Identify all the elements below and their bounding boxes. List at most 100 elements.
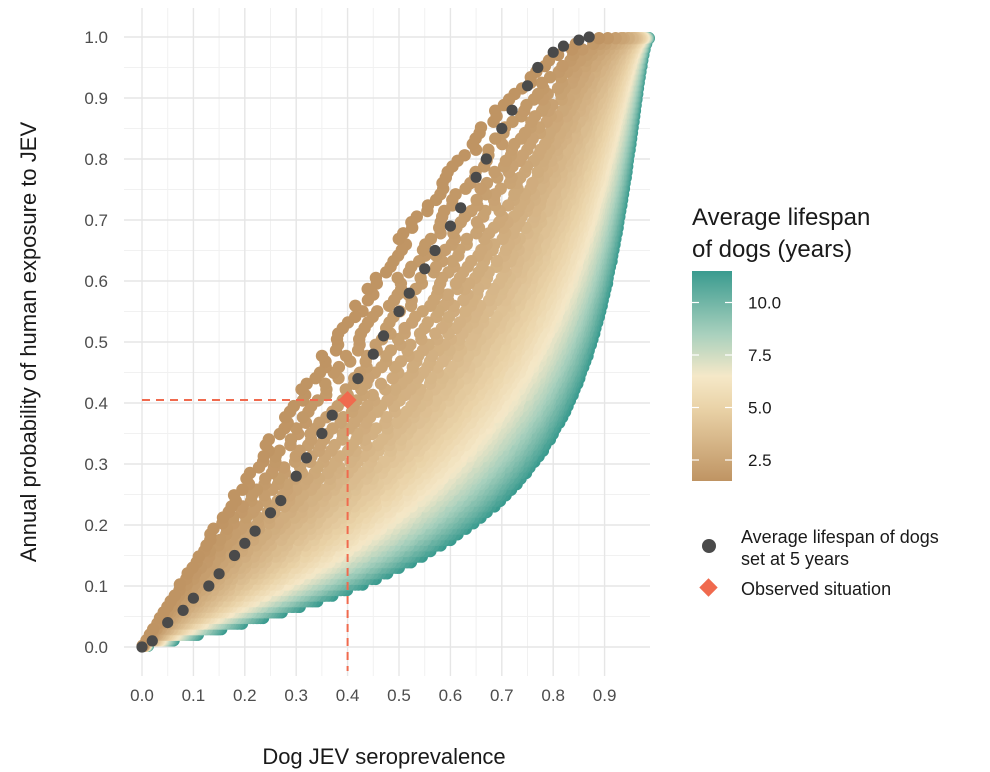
cloud-point <box>388 360 402 374</box>
x-tick-label: 0.5 <box>387 686 411 705</box>
cloud-point <box>380 349 393 363</box>
cloud-point <box>488 188 502 201</box>
cloud-point <box>361 282 374 296</box>
x-tick-label: 0.9 <box>593 686 617 705</box>
cloud-point <box>361 316 375 329</box>
cloud-point <box>319 377 332 390</box>
series-5yr-point <box>275 495 287 507</box>
cloud-point <box>421 199 435 212</box>
cloud-point <box>442 310 456 324</box>
cloud-point <box>490 255 504 268</box>
series-5yr-point <box>136 641 148 653</box>
cloud-point <box>411 349 425 363</box>
cloud-point <box>252 461 266 474</box>
legend-label-5yr-line1: Average lifespan of dogs <box>741 527 939 547</box>
y-tick-label: 0.5 <box>84 333 108 352</box>
cloud-point <box>370 422 383 435</box>
x-tick-label: 0.6 <box>439 686 463 705</box>
x-axis-ticks: 0.0 0.1 0.2 0.3 0.4 0.5 0.6 0.7 0.8 0.9 <box>130 686 616 705</box>
series-5yr-point <box>496 122 508 135</box>
cloud-point <box>259 472 272 485</box>
series-5yr-point <box>326 409 338 421</box>
cloud-point <box>389 383 402 396</box>
cloud-point <box>460 232 473 246</box>
cloud-point <box>526 176 539 190</box>
x-tick-label: 0.8 <box>541 686 565 705</box>
cloud-point <box>398 321 411 335</box>
cloud-point <box>441 165 454 179</box>
cloud-point <box>395 243 408 257</box>
cloud-point <box>531 165 544 179</box>
cloud-point <box>531 87 545 101</box>
legend-label-observed: Observed situation <box>741 579 891 599</box>
cloud-point <box>273 427 286 441</box>
cloud-point <box>279 411 292 424</box>
series-5yr-point <box>146 635 158 647</box>
cloud-point <box>474 182 487 195</box>
cloud-point <box>556 59 569 73</box>
series-5yr-point <box>455 202 467 214</box>
series-5yr-point <box>583 31 595 43</box>
observed-reference-lines <box>142 398 349 671</box>
x-tick-label: 0.1 <box>182 686 206 705</box>
cloud-point <box>295 383 308 396</box>
cloud-point <box>419 238 432 251</box>
y-tick-label: 0.3 <box>84 455 108 474</box>
cloud-point <box>225 500 238 513</box>
cloud-point <box>392 232 405 246</box>
cloud-point <box>499 154 513 167</box>
cloud-point <box>315 349 329 363</box>
series-5yr-point <box>506 104 518 116</box>
cloud-point <box>366 388 379 402</box>
cloud-point <box>400 405 413 418</box>
series-5yr-point <box>203 580 215 592</box>
cloud-point <box>489 104 502 117</box>
colorbar-ticks: 2.5 5.0 7.5 10.0 <box>692 294 781 470</box>
cloud-point <box>508 137 521 151</box>
cloud-point <box>543 126 556 140</box>
cloud-point <box>339 349 353 363</box>
cloud-point <box>380 411 393 424</box>
series-5yr-point <box>573 34 585 46</box>
x-tick-label: 0.7 <box>490 686 514 705</box>
cloud-point <box>405 216 418 229</box>
cloud-point <box>449 188 462 201</box>
cloud-point <box>304 427 317 441</box>
cloud-point <box>383 316 396 329</box>
cloud-point <box>227 489 241 502</box>
series-5yr-point <box>290 470 302 482</box>
series-5yr-point <box>239 537 251 549</box>
colorbar-tick-label: 5.0 <box>748 399 772 418</box>
legend-key-circle <box>702 539 716 553</box>
cloud-point <box>387 255 400 268</box>
y-tick-label: 0.0 <box>84 638 108 657</box>
y-tick-label: 0.7 <box>84 211 108 230</box>
legend-key-diamond <box>699 578 718 597</box>
cloud-point <box>382 299 396 312</box>
cloud-point <box>522 238 535 251</box>
cloud-point <box>488 165 501 179</box>
cloud-point <box>465 255 478 268</box>
colorbar-title-line1: Average lifespan <box>692 204 870 231</box>
colorbar-tick-label: 10.0 <box>748 294 781 313</box>
cloud-point <box>445 360 458 374</box>
series-5yr-point <box>547 46 559 58</box>
observed-diamond <box>338 390 357 409</box>
cloud-point <box>391 271 404 285</box>
x-tick-label: 0.2 <box>233 686 257 705</box>
series-5yr-point <box>162 617 174 629</box>
y-axis-title: Annual probability of human exposure to … <box>16 122 41 563</box>
cloud-point <box>438 204 451 218</box>
cloud-point <box>489 132 502 145</box>
series-5yr-point <box>521 80 534 92</box>
cloud-point <box>262 433 275 446</box>
cloud-point <box>592 32 606 45</box>
colorbar-tick-label: 2.5 <box>748 451 772 470</box>
cloud-point <box>361 294 375 307</box>
series-5yr-point <box>249 525 261 537</box>
cloud-point <box>405 260 418 273</box>
x-tick-label: 0.3 <box>284 686 308 705</box>
cloud-point <box>213 533 227 547</box>
colorbar <box>692 271 732 481</box>
cloud-point <box>430 394 443 407</box>
